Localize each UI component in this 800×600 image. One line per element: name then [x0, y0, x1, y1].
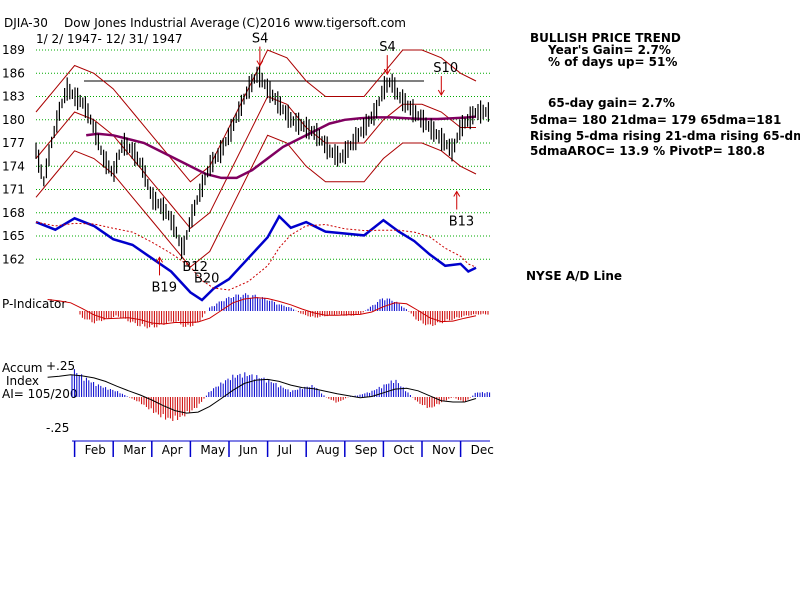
month-label-dec: Dec [471, 443, 494, 457]
days-up: % of days up= 51% [548, 55, 677, 69]
upper-band-line [35, 49, 477, 183]
y-tick-174: 174 [2, 159, 25, 173]
signal-arrowhead [437, 89, 445, 97]
trend-label: BULLISH PRICE TREND [530, 31, 681, 45]
ad-line [35, 214, 477, 302]
chart-name: Dow Jones Industrial Average [64, 16, 240, 30]
y-tick-180: 180 [2, 113, 25, 127]
accum-index-ma [47, 374, 477, 414]
y-tick-171: 171 [2, 183, 25, 197]
month-label-feb: Feb [85, 443, 106, 457]
signal-label-s4: S4 [252, 32, 269, 47]
ma65-line [86, 115, 477, 180]
signal-label-b19: B19 [152, 280, 177, 295]
month-axis-labels: Feb Mar Apr May Jun Jul Aug Sep Oct Nov Dec [73, 441, 494, 457]
month-label-aug: Aug [316, 443, 339, 457]
accum-label: Accum [2, 361, 43, 375]
y-tick-162: 162 [2, 252, 25, 266]
lower-band-line [35, 134, 477, 268]
signal-arrowhead [156, 256, 163, 263]
p-indicator-label: P-Indicator [2, 297, 66, 311]
signal-label-b20: B20 [194, 272, 219, 287]
month-label-nov: Nov [432, 443, 455, 457]
year-gain: Year's Gain= 2.7% [547, 43, 671, 57]
month-label-may: May [200, 443, 225, 457]
accum-top-tick: +.25 [46, 359, 75, 373]
month-label-sep: Sep [355, 443, 378, 457]
y-tick-189: 189 [2, 43, 25, 57]
signal-label-s4: S4 [379, 40, 396, 55]
price-bars [35, 64, 489, 260]
index-label: Index [6, 374, 39, 388]
signal-arrowhead [453, 190, 461, 197]
signal-arrowhead [256, 60, 264, 67]
y-tick-177: 177 [2, 136, 25, 150]
y-tick-186: 186 [2, 66, 25, 80]
y-tick-165: 165 [2, 229, 25, 243]
month-label-apr: Apr [162, 443, 183, 457]
month-label-jul: Jul [277, 443, 292, 457]
signal-label-b12: B12 [182, 260, 207, 275]
rising-status: Rising 5-dma rising 21-dma rising 65-dma [530, 129, 800, 143]
chart-credit: (C)2016 www.tigersoft.com [242, 16, 406, 30]
ad-line-ma [35, 221, 477, 291]
p-indicator-bars [79, 293, 489, 329]
aroc-pivot: 5dmaAROC= 13.9 % PivotP= 180.8 [530, 144, 765, 158]
y-tick-168: 168 [2, 206, 25, 220]
month-label-mar: Mar [123, 443, 146, 457]
signal-label-b13: B13 [449, 215, 474, 230]
dma-values: 5dma= 180 21dma= 179 65dma=181 [530, 113, 781, 127]
chart-ticker: DJIA-30 [4, 16, 48, 30]
month-label-oct: Oct [393, 443, 414, 457]
accum-index-bars [71, 369, 491, 421]
price-y-axis: 189 186 183 180 177 174 171 168 165 162 [2, 43, 25, 266]
y-tick-183: 183 [2, 90, 25, 104]
ai-value-label: AI= 105/200 [2, 387, 77, 401]
signal-label-s10: S10 [433, 61, 458, 76]
ma21-line [35, 95, 476, 229]
gain-65day: 65-day gain= 2.7% [548, 96, 675, 110]
ad-line-label: NYSE A/D Line [526, 269, 622, 283]
p-indicator-ma [47, 297, 477, 325]
signal-arrowhead [383, 68, 391, 76]
month-label-jun: Jun [238, 443, 258, 457]
date-range: 1/ 2/ 1947- 12/ 31/ 1947 [36, 32, 182, 46]
accum-bottom-tick: -.25 [46, 421, 69, 435]
